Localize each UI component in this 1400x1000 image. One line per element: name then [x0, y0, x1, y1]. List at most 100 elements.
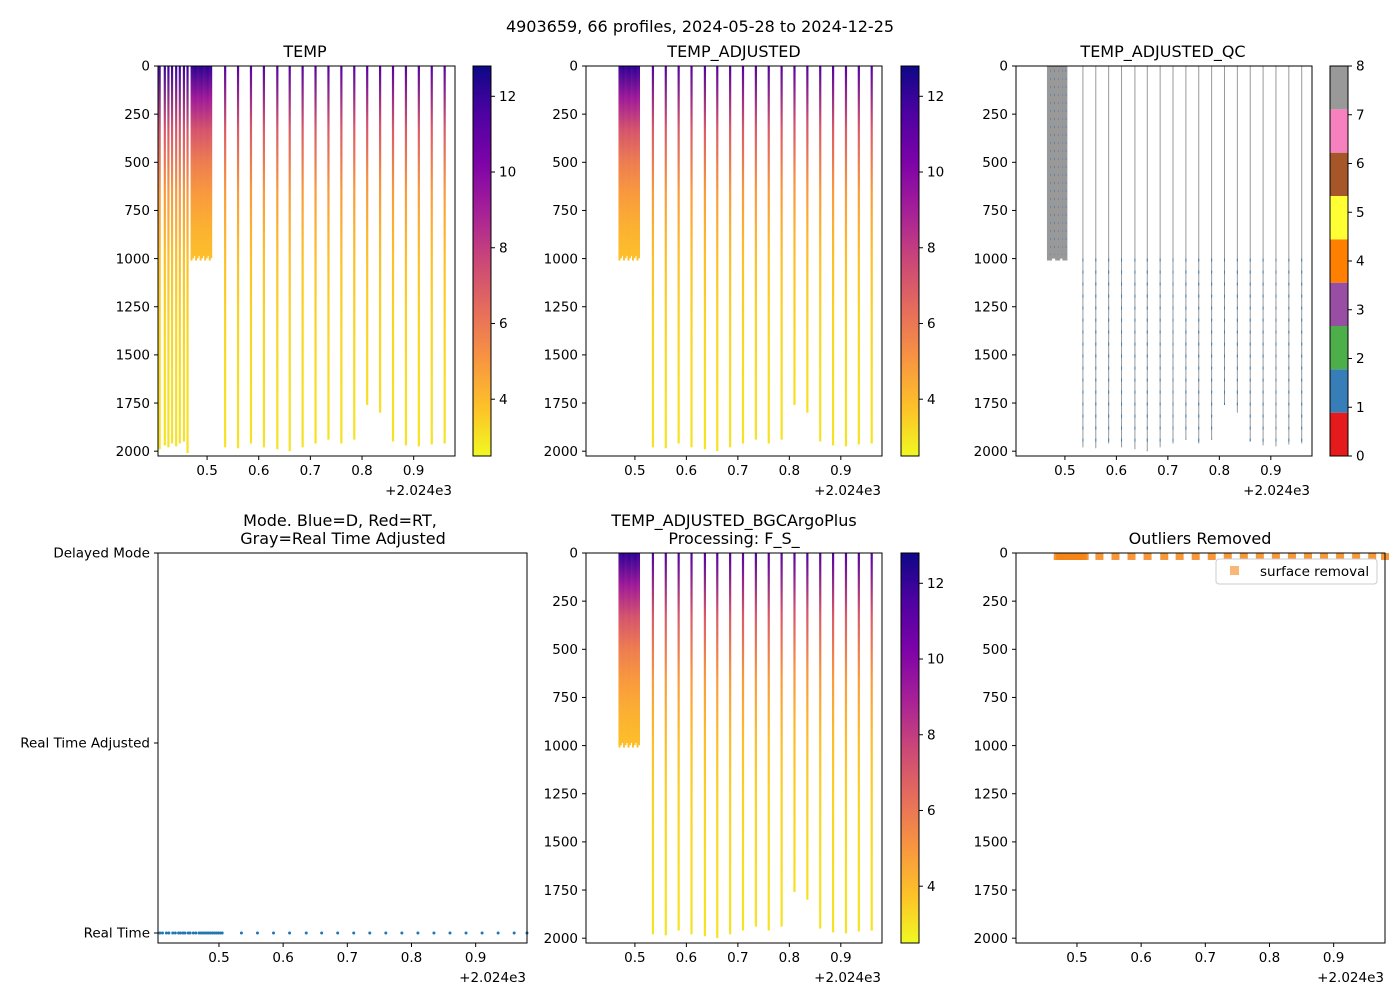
- mode-point: [171, 931, 175, 935]
- panel-temp-bgc-colorbar: 4 6 8 10 12: [900, 552, 944, 944]
- profile-mark: [619, 553, 622, 746]
- profile-mark: [208, 66, 211, 261]
- y-tick-label: 0: [999, 546, 1008, 562]
- mode-point: [191, 931, 195, 935]
- axes-frame: [157, 65, 456, 457]
- outlier-point: [1175, 552, 1184, 560]
- outlier-point: [1143, 552, 1152, 560]
- x-tick-label: 0.8: [779, 463, 800, 479]
- figure-suptitle: 4903659, 66 profiles, 2024-05-28 to 2024…: [506, 17, 894, 36]
- y-tick-label: 2000: [544, 444, 578, 460]
- profile-mark: [314, 66, 317, 444]
- profile-mark: [182, 66, 186, 442]
- profile-mark: [664, 66, 667, 449]
- panel-temp-adjusted-qc-colorbar: 0 1 2 3 4 5 6 7 8: [1329, 59, 1365, 465]
- x-tick-label: 0.5: [1066, 950, 1087, 966]
- profile-mark: [831, 66, 835, 446]
- qc-colorbar-category: [1330, 412, 1348, 456]
- y-tick-label: 1250: [974, 299, 1008, 315]
- colorbar-tick-label: 8: [927, 240, 936, 256]
- mode-point: [464, 931, 468, 935]
- x-tick-label: 0.8: [1209, 463, 1230, 479]
- profile-mark: [201, 66, 204, 259]
- panel-temp-bgc-title-line2: Processing: F_S_: [668, 529, 800, 549]
- outlier-point: [1160, 552, 1169, 560]
- colorbar-tick-label: 12: [499, 89, 516, 105]
- colorbar-tick-label: 12: [927, 576, 944, 592]
- panel-temp-colorbar: 4 6 8 10 12: [472, 65, 516, 457]
- profile-mark: [621, 66, 624, 256]
- colorbar-tick-label: 6: [499, 316, 508, 332]
- panel-temp-adjusted: TEMP_ADJUSTED 0.5 0.6 0.7 0.8 0.9 0 250 500 750 1…: [544, 42, 945, 499]
- panel-temp-bgc-plot: [618, 553, 873, 939]
- outlier-point: [1191, 552, 1200, 560]
- mode-point: [288, 931, 292, 935]
- y-tick-label: 1750: [974, 883, 1008, 899]
- x-tick-label: 0.6: [676, 463, 697, 479]
- qc-gray-profile: [1058, 66, 1064, 259]
- colorbar-tick-label: 1: [1356, 400, 1365, 416]
- panel-mode-plot: [158, 931, 529, 935]
- mode-point: [220, 931, 224, 935]
- profile-mark: [186, 66, 189, 454]
- profile-mark: [404, 66, 408, 446]
- x-tick-label: 0.7: [727, 950, 748, 966]
- x-tick-label: 0.6: [272, 950, 293, 966]
- x-tick-label: 0.5: [624, 950, 645, 966]
- profile-mark: [202, 66, 205, 256]
- y-tick-label: 1000: [544, 251, 578, 267]
- y-tick-label: 1500: [544, 835, 578, 851]
- y-tick-label: 0: [999, 59, 1008, 75]
- y-tick-label: 2000: [974, 931, 1008, 947]
- profile-mark: [353, 66, 356, 440]
- legend-marker: [1230, 566, 1239, 575]
- x-tick-label: 0.7: [1195, 950, 1216, 966]
- mode-point: [164, 931, 168, 935]
- y-tick-label: 1250: [544, 299, 578, 315]
- y-tick-label: 750: [982, 203, 1008, 219]
- profile-mark: [624, 553, 627, 746]
- panel-temp-bgc-title-line1: TEMP_ADJUSTED_BGCArgoPlus: [610, 511, 856, 531]
- panel-outliers-title: Outliers Removed: [1129, 529, 1272, 548]
- panel-temp-adjusted-qc-plot: [1046, 66, 1303, 452]
- profile-mark: [163, 66, 166, 446]
- outlier-point: [1368, 552, 1377, 560]
- y-tick-label: 1000: [544, 738, 578, 754]
- panel-temp-plot: [158, 66, 446, 454]
- mode-point: [160, 931, 164, 935]
- x-tick-label: 0.6: [676, 950, 697, 966]
- mode-point: [512, 931, 516, 935]
- y-tick-label: 500: [552, 155, 578, 171]
- x-tick-label: 0.7: [337, 950, 358, 966]
- profile-mark: [844, 66, 848, 447]
- outlier-point: [1271, 552, 1280, 560]
- x-tick-label: 0.6: [1130, 950, 1151, 966]
- profile-mark: [625, 553, 628, 743]
- y-tick-label: 1750: [544, 883, 578, 899]
- profile-mark: [630, 66, 633, 256]
- profile-mark: [622, 553, 625, 748]
- colorbar-tick-label: 7: [1356, 107, 1365, 123]
- profile-mark: [627, 66, 630, 261]
- profile-mark: [857, 66, 860, 445]
- profile-mark: [651, 553, 655, 935]
- profile-mark: [622, 66, 625, 261]
- profile-mark: [430, 66, 433, 445]
- x-tick-label: 0.5: [196, 463, 217, 479]
- profile-mark: [195, 66, 198, 261]
- y-tick-label: 500: [124, 155, 150, 171]
- qc-colorbar-category: [1330, 109, 1348, 153]
- profile-mark: [198, 66, 201, 256]
- profile-mark: [158, 66, 161, 450]
- outlier-point: [1320, 552, 1329, 560]
- panel-temp-adjusted-plot: [618, 66, 873, 452]
- profile-mark: [391, 66, 395, 442]
- qc-colorbar-category: [1330, 326, 1348, 370]
- panel-temp-adjusted-title: TEMP_ADJUSTED: [666, 42, 800, 62]
- qc-gray-profile: [1055, 66, 1061, 261]
- qc-colorbar-category: [1330, 369, 1348, 413]
- profile-mark: [635, 66, 638, 256]
- panel-outliers-x-offset: +2.024e3: [1317, 970, 1384, 986]
- mode-point: [448, 931, 452, 935]
